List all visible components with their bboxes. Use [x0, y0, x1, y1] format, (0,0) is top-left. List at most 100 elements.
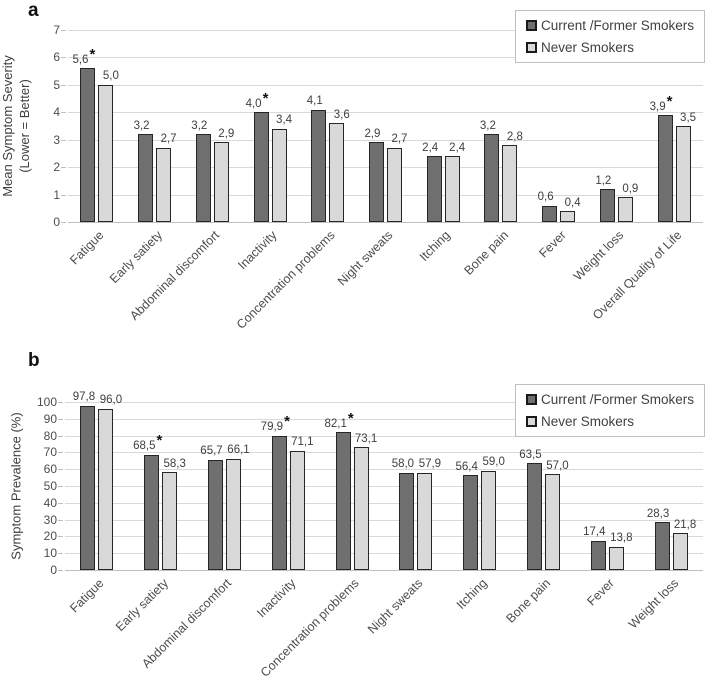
bar-group: 3,2 2,8	[480, 30, 523, 222]
bar-group: 2,9 2,7	[364, 30, 407, 222]
y-tick-mark	[61, 30, 66, 31]
gridline	[65, 502, 703, 504]
bar-value-label: 97,8	[72, 391, 96, 404]
bar-wrap: 13,8	[608, 402, 632, 570]
x-label-cell: Fever	[530, 226, 588, 341]
bar-value: 2,4	[422, 141, 439, 154]
y-tick-mark	[58, 486, 63, 487]
bar-value: 3,6	[333, 108, 350, 121]
bar-value: 97,8	[72, 391, 96, 404]
x-label-cell: Weight loss	[626, 574, 703, 684]
bar-wrap: 97,8	[73, 391, 96, 570]
panel-b: b Symptom Prevalence (%) 0 10 20 30 40 50 60 70…	[0, 346, 709, 691]
gridline	[68, 194, 703, 196]
bar-value: 5,6	[72, 53, 89, 66]
bar-wrap: 66,1	[225, 402, 250, 570]
y-tick-mark	[58, 402, 63, 403]
y-tick-label: 7	[53, 23, 60, 37]
x-label-cell: Itching	[414, 226, 472, 341]
bar-value-label: 2,9	[218, 128, 234, 141]
x-label-cell: Itching	[448, 574, 512, 684]
bar-value-label: 4,1	[307, 95, 323, 108]
bar-value: 2,4	[449, 141, 466, 154]
bar-wrap: 21,8	[672, 402, 696, 570]
gridline	[65, 418, 703, 420]
bar	[672, 533, 688, 570]
bar-value: 3,5	[680, 111, 697, 124]
x-category-label: Fatigue	[67, 228, 107, 268]
y-tick-label: 100	[36, 395, 57, 409]
bar-value-label: 28,3	[647, 508, 669, 521]
legend-label-smokers: Current /Former Smokers	[540, 392, 694, 407]
x-label-cell: Bone pain	[504, 574, 576, 684]
bar-wrap: 4,0*	[246, 30, 269, 222]
x-category-label: Itching	[417, 228, 454, 264]
plot-area: 97,8 96,0 68,5* 58,3 65,7 66,1 79,9* 71,1 82,1* 7…	[58, 391, 703, 571]
bar	[560, 211, 576, 222]
bar-value-label: 2,4	[422, 141, 439, 155]
x-label-cell: Fever	[575, 574, 639, 684]
bar-wrap: 5,6*	[72, 30, 96, 222]
bar	[289, 450, 305, 570]
bar-value-label: 3,6	[333, 108, 350, 122]
bar-wrap: 2,9	[213, 30, 234, 222]
bar	[271, 435, 287, 570]
bar-value-label: 5,0	[103, 71, 119, 83]
bar	[444, 156, 460, 222]
bar-value: 58,0	[391, 458, 415, 471]
legend-item-smokers: Current /Former Smokers	[525, 18, 694, 33]
significance-asterisk: *	[262, 89, 269, 107]
bar-wrap: 73,1	[353, 402, 377, 570]
bar	[225, 458, 241, 570]
bar-group: 5,6* 5,0	[72, 30, 119, 222]
x-category-label: Fever	[584, 576, 618, 609]
bar	[253, 112, 269, 222]
bar	[654, 522, 670, 570]
bar-value-label: 82,1*	[324, 411, 353, 431]
bar-value-label: 59,0	[482, 457, 504, 469]
y-tick-label: 2	[53, 160, 60, 175]
bar-value: 79,9	[260, 421, 284, 434]
bar-value-label: 5,6*	[72, 47, 95, 67]
bar-value: 56,4	[455, 460, 478, 473]
bar-wrap: 3,2	[480, 30, 500, 222]
x-label-cell: Overall Quality of Life	[590, 226, 703, 341]
bar-value-label: 3,2	[133, 119, 150, 133]
bar-value: 3,2	[133, 119, 150, 132]
y-tick-label: 60	[43, 462, 57, 477]
bar-value-label: 0,4	[565, 197, 581, 210]
bar	[195, 134, 211, 222]
bar-wrap: 0,6	[538, 30, 558, 222]
y-tick-mark	[61, 139, 66, 141]
bar-value-label: 2,4	[449, 141, 466, 155]
bar-group: 56,4 59,0	[455, 402, 505, 570]
gridline	[68, 167, 703, 169]
bar	[675, 126, 691, 222]
y-tick-label: 70	[43, 445, 57, 460]
bar-wrap: 3,4	[271, 30, 292, 222]
bar	[599, 189, 615, 222]
bar-value: 0,6	[537, 191, 554, 204]
bar-group: 17,4 13,8	[583, 402, 632, 570]
bar-value: 2,7	[391, 133, 408, 146]
bar-group: 65,7 66,1	[200, 402, 250, 570]
bar	[213, 142, 229, 222]
y-tick-label: 50	[43, 479, 57, 493]
legend: Current /Former Smokers Never Smokers	[514, 384, 705, 437]
gridline	[65, 519, 703, 521]
bar-value: 66,1	[227, 444, 250, 457]
gridline	[65, 553, 703, 555]
bar-group: 68,5* 58,3	[133, 402, 186, 570]
bar-value-label: 0,9	[622, 183, 638, 196]
bar-group: 2,4 2,4	[422, 30, 465, 222]
bar-value-label: 4,0*	[246, 91, 269, 111]
gridline	[65, 452, 703, 454]
y-axis-ticks: 0 10 20 30 40 50 60 70 80 90 100	[0, 396, 57, 576]
bar-value: 68,5	[133, 440, 156, 453]
y-tick-label: 40	[43, 495, 57, 510]
y-tick-mark	[61, 167, 66, 169]
bar-value: 57,9	[418, 458, 442, 471]
gridline	[65, 486, 703, 487]
bar-value: 2,7	[160, 133, 177, 146]
bar-wrap: 0,4	[560, 30, 581, 222]
